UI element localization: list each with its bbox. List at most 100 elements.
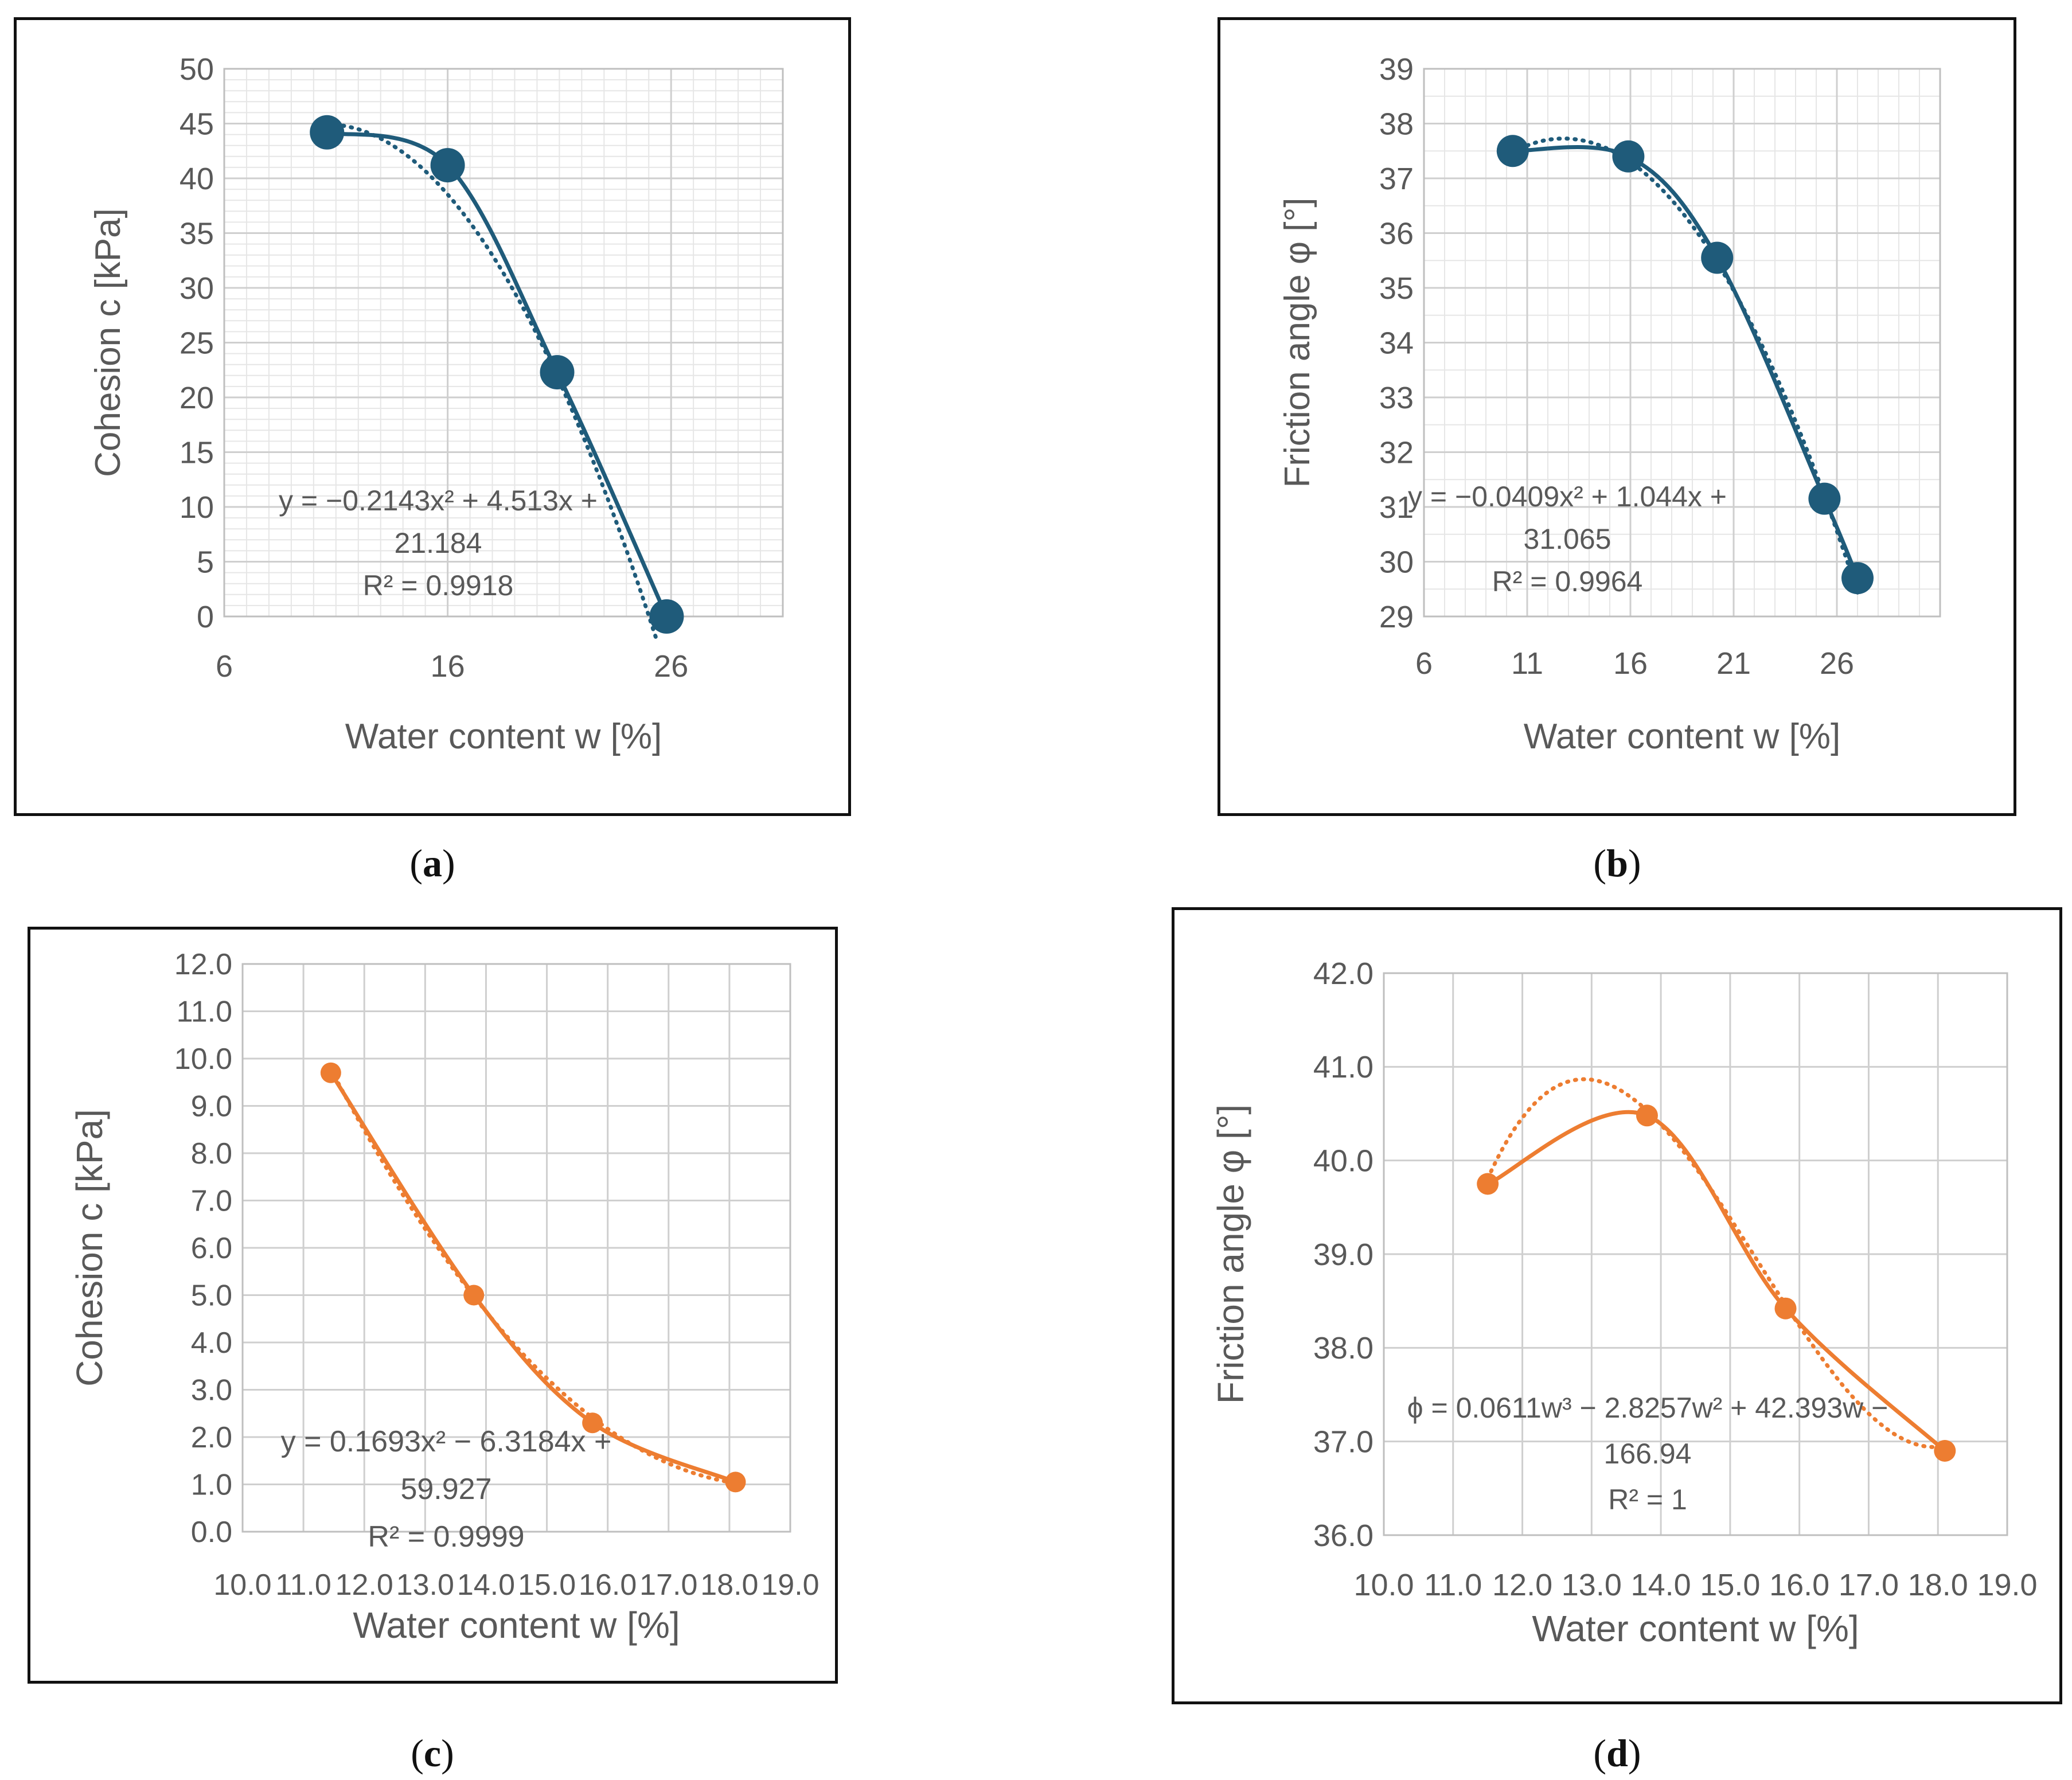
x-tick-label: 11.0 [1424, 1568, 1482, 1602]
x-tick-label: 14.0 [457, 1568, 515, 1602]
trendline-equation-line: ϕ = 0.0611w³ − 2.8257w² + 42.393w − [1407, 1392, 1888, 1424]
plot-area-border [1383, 972, 2008, 1536]
trendline-equation-line: R² = 0.9918 [363, 569, 514, 602]
data-point [649, 599, 684, 634]
y-tick-label: 2.0 [191, 1421, 232, 1454]
caption-b: (b) [1593, 841, 1641, 885]
data-point [1701, 241, 1734, 274]
y-tick-label: 12.0 [174, 948, 232, 981]
y-tick-label: 40.0 [1313, 1144, 1373, 1178]
y-tick-label: 10.0 [174, 1043, 232, 1076]
y-tick-label: 41.0 [1313, 1050, 1373, 1084]
y-tick-label: 34 [1379, 326, 1414, 360]
y-tick-label: 29 [1379, 600, 1414, 634]
y-tick-label: 7.0 [191, 1185, 232, 1218]
x-tick-label: 10.0 [1353, 1568, 1414, 1602]
y-tick-label: 42.0 [1313, 957, 1373, 991]
y-tick-label: 6.0 [191, 1232, 232, 1265]
chart-d: 10.0 11.0 12.0 13.0 14.0 15.0 16.0 17.0 18.0 19.0… [1210, 957, 2038, 1649]
x-axis-title: Water content w [%] [345, 717, 662, 756]
data-point [1636, 1104, 1658, 1127]
trendline-equation-line: 166.94 [1604, 1438, 1692, 1470]
y-tick-label: 38.0 [1313, 1331, 1373, 1365]
data-point [582, 1412, 603, 1434]
y-tick-label: 45 [180, 107, 214, 141]
chart-c: 10.0 11.0 12.0 13.0 14.0 15.0 16.0 17.0 18.0 19.0… [69, 948, 820, 1646]
x-axis-title: Water content w [%] [1532, 1608, 1859, 1649]
y-tick-label: 3.0 [191, 1374, 232, 1407]
x-tick-label: 19.0 [761, 1568, 819, 1602]
plot-area-border [223, 68, 784, 618]
chart-panel-c: 10.0 11.0 12.0 13.0 14.0 15.0 16.0 17.0 18.0 19.0… [28, 927, 838, 1684]
x-tick-label: 10.0 [213, 1568, 271, 1602]
x-tick-label: 15.0 [1700, 1568, 1760, 1602]
plot-area-border [241, 963, 791, 1533]
data-point [430, 148, 465, 183]
x-tick-label: 18.0 [1908, 1568, 1968, 1602]
y-tick-label: 11.0 [177, 996, 232, 1029]
trendline-equation-line: R² = 0.9999 [368, 1520, 524, 1553]
trendline-equation-line: y = 0.1693x² − 6.3184x + [281, 1425, 612, 1458]
series-line [326, 130, 669, 618]
trendline-equation-line: y = −0.0409x² + 1.044x + [1408, 481, 1727, 513]
data-point [1612, 140, 1645, 173]
y-tick-label: 9.0 [191, 1090, 232, 1123]
chart-panel-a: 6 16 26 0 5 10 15 20 25 30 35 40 45 50 Water content w… [14, 17, 851, 816]
y-axis-title: Friction angle φ [°] [1278, 197, 1317, 487]
x-tick-label: 26 [654, 649, 688, 684]
trendline [325, 122, 659, 639]
x-axis-title: Water content w [%] [353, 1605, 680, 1646]
y-tick-label: 39 [1379, 52, 1414, 87]
gridlines [241, 963, 791, 1533]
x-tick-label: 13.0 [396, 1568, 454, 1602]
plot-area-border [1423, 68, 1941, 618]
gridlines [1383, 972, 2008, 1536]
x-tick-label: 15.0 [518, 1568, 576, 1602]
series-line [1512, 145, 1860, 579]
caption-c: (c) [411, 1731, 454, 1775]
x-tick-label: 19.0 [1977, 1568, 2037, 1602]
trendline [329, 1067, 738, 1485]
data-point [725, 1471, 746, 1493]
trendline-equation-line: y = −0.2143x² + 4.513x + [279, 485, 598, 517]
chart-a: 6 16 26 0 5 10 15 20 25 30 35 40 45 50 Water content w… [88, 52, 784, 756]
gridlines [223, 68, 784, 618]
series-line [1486, 1110, 1946, 1453]
trendline-equation-line: 59.927 [400, 1473, 491, 1506]
y-tick-label: 37 [1379, 162, 1414, 196]
y-tick-label: 33 [1379, 381, 1414, 415]
y-tick-label: 0.0 [191, 1516, 232, 1549]
y-tick-label: 4.0 [191, 1326, 232, 1360]
y-tick-label: 31 [1379, 490, 1414, 525]
y-tick-label: 15 [180, 435, 214, 470]
y-tick-label: 38 [1379, 107, 1414, 141]
data-point [540, 355, 575, 390]
data-point [1841, 562, 1874, 595]
x-tick-label: 14.0 [1631, 1568, 1691, 1602]
x-tick-label: 16.0 [1769, 1568, 1829, 1602]
y-tick-label: 40 [180, 162, 214, 196]
x-tick-label: 18.0 [700, 1568, 758, 1602]
y-tick-label: 0 [197, 600, 214, 634]
y-tick-label: 5.0 [191, 1279, 232, 1313]
x-tick-label: 17.0 [1839, 1568, 1899, 1602]
data-point [1934, 1440, 1956, 1462]
y-tick-label: 36 [1379, 216, 1414, 251]
y-tick-label: 35 [180, 216, 214, 251]
x-tick-label: 16.0 [579, 1568, 637, 1602]
y-tick-label: 37.0 [1313, 1425, 1373, 1459]
data-point [310, 115, 345, 150]
chart-panel-d: 10.0 11.0 12.0 13.0 14.0 15.0 16.0 17.0 18.0 19.0… [1172, 907, 2062, 1704]
chart-panel-b: 6 11 16 21 26 29 30 31 32 33 34 35 36 37 38 39 Water con… [1218, 17, 2016, 816]
data-point [463, 1285, 485, 1306]
caption-d: (d) [1593, 1731, 1641, 1775]
x-tick-label: 6 [1415, 646, 1433, 681]
x-tick-label: 26 [1820, 646, 1854, 681]
data-point [1477, 1173, 1499, 1195]
y-tick-label: 20 [180, 381, 214, 415]
trendline-equation-line: 31.065 [1524, 523, 1611, 555]
data-point [1496, 135, 1529, 167]
x-tick-label: 11 [1511, 646, 1543, 681]
y-tick-label: 1.0 [191, 1469, 232, 1502]
x-tick-label: 6 [216, 649, 233, 684]
